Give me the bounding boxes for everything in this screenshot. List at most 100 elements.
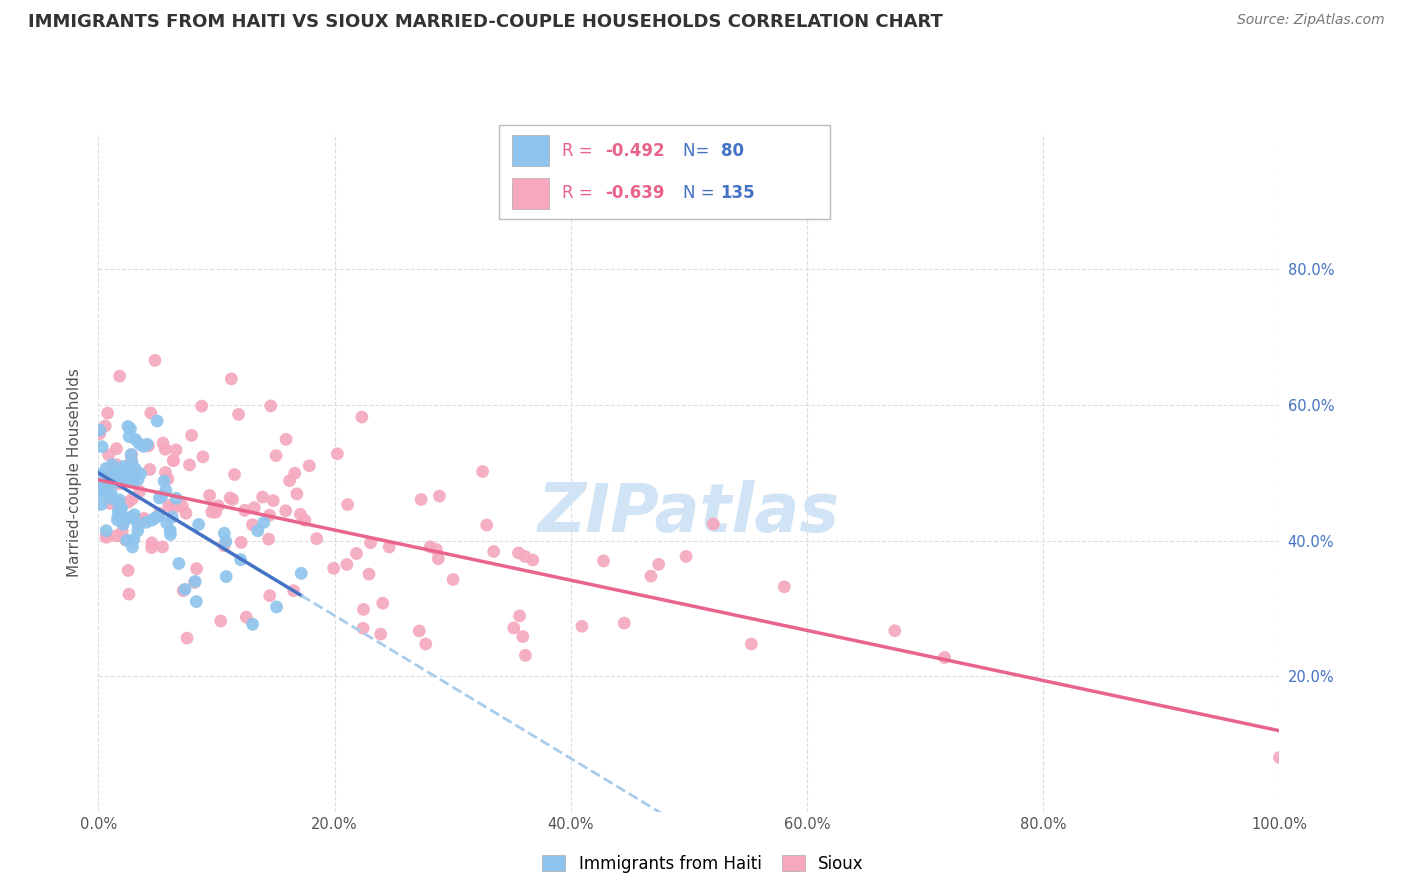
Point <box>143 353 166 368</box>
Point <box>107 464 129 478</box>
Point <box>148 491 170 505</box>
Point <box>229 552 252 566</box>
Point <box>156 516 179 531</box>
Point <box>262 493 284 508</box>
Point <box>152 540 174 554</box>
Point <box>427 551 450 566</box>
Point <box>111 473 134 487</box>
Point <box>127 517 149 532</box>
Point <box>120 448 142 462</box>
Point <box>122 475 145 489</box>
Point <box>201 505 224 519</box>
Point <box>172 499 194 513</box>
Point <box>274 504 297 518</box>
Point <box>352 621 374 635</box>
Point <box>191 399 214 413</box>
Point <box>108 476 131 491</box>
Point <box>146 414 169 428</box>
Point <box>162 453 184 467</box>
Point <box>120 422 142 436</box>
Point <box>508 546 530 560</box>
Point <box>90 497 112 511</box>
Point <box>172 583 194 598</box>
Point <box>107 513 129 527</box>
Point <box>204 505 226 519</box>
Text: N =: N = <box>682 184 720 202</box>
Point <box>165 442 187 457</box>
Point <box>128 437 150 451</box>
Point <box>934 650 956 665</box>
Point <box>105 465 128 479</box>
Point <box>1268 750 1291 764</box>
Point <box>411 492 433 507</box>
Text: R =: R = <box>562 184 598 202</box>
Point <box>513 549 536 564</box>
Point <box>93 477 115 491</box>
Point <box>96 524 118 538</box>
Point <box>322 561 344 575</box>
Point <box>124 508 146 522</box>
Point <box>108 498 131 512</box>
Point <box>353 602 375 616</box>
Point <box>278 474 301 488</box>
Text: N=: N= <box>682 142 714 160</box>
Point <box>121 469 143 483</box>
Point <box>91 485 114 500</box>
FancyBboxPatch shape <box>512 178 548 210</box>
Point <box>290 566 312 581</box>
Point <box>121 455 143 469</box>
Point <box>346 547 368 561</box>
Text: -0.639: -0.639 <box>605 184 665 202</box>
Point <box>120 510 142 524</box>
Point <box>198 488 221 502</box>
Point <box>159 527 181 541</box>
Point <box>180 428 202 442</box>
Point <box>100 491 122 506</box>
Point <box>112 459 135 474</box>
Point <box>174 582 197 597</box>
Point <box>127 513 149 527</box>
Point <box>509 608 531 623</box>
Point <box>155 466 177 480</box>
Point <box>89 467 111 482</box>
Point <box>284 466 307 480</box>
Point <box>336 498 359 512</box>
Point <box>167 557 190 571</box>
Point <box>740 637 762 651</box>
Text: IMMIGRANTS FROM HAITI VS SIOUX MARRIED-COUPLE HOUSEHOLDS CORRELATION CHART: IMMIGRANTS FROM HAITI VS SIOUX MARRIED-C… <box>28 13 943 31</box>
Point <box>139 462 162 476</box>
Point <box>274 433 297 447</box>
Point <box>117 511 139 525</box>
Point <box>135 516 157 530</box>
Point <box>108 492 131 507</box>
Point <box>298 458 321 473</box>
Point <box>89 423 111 437</box>
Point <box>264 449 287 463</box>
Point <box>640 569 662 583</box>
Point <box>283 583 305 598</box>
Point <box>89 426 111 441</box>
Point <box>127 524 149 538</box>
Point <box>91 440 114 454</box>
Point <box>522 553 544 567</box>
Point <box>117 419 139 434</box>
Point <box>111 524 134 539</box>
Point <box>104 467 127 482</box>
Point <box>336 558 359 572</box>
Point <box>592 554 614 568</box>
Point <box>266 599 288 614</box>
Point <box>122 533 145 547</box>
Point <box>129 467 152 481</box>
Point <box>105 442 128 456</box>
Point <box>91 483 114 497</box>
Point <box>107 464 129 478</box>
Point <box>97 406 120 420</box>
Point <box>183 575 205 590</box>
Point <box>155 442 177 457</box>
Point <box>118 587 141 601</box>
Point <box>202 500 225 515</box>
Point <box>120 453 142 467</box>
Text: Source: ZipAtlas.com: Source: ZipAtlas.com <box>1237 13 1385 28</box>
Point <box>253 516 276 530</box>
Point <box>242 617 264 632</box>
